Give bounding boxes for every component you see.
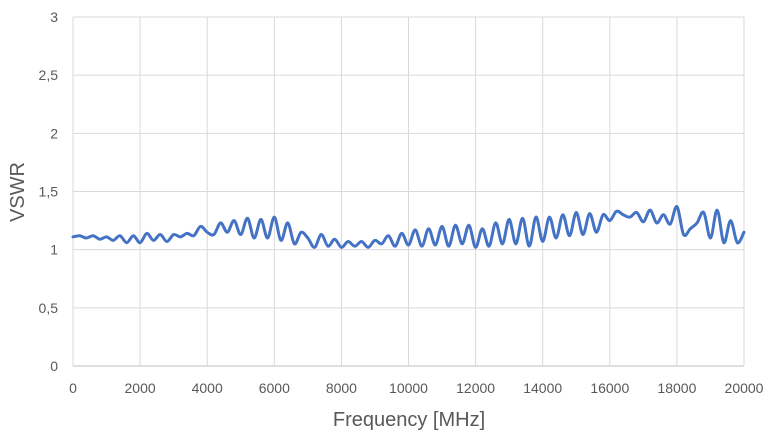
- x-tick-label: 4000: [192, 380, 223, 396]
- x-tick-label: 10000: [389, 380, 428, 396]
- x-tick-label: 0: [69, 380, 77, 396]
- x-tick-label: 12000: [456, 380, 495, 396]
- vswr-series-line: [71, 205, 746, 249]
- y-axis-title: VSWR: [7, 162, 29, 222]
- y-tick-label: 1,5: [39, 184, 59, 200]
- x-axis-title: Frequency [MHz]: [333, 409, 485, 431]
- x-tick-label: 8000: [326, 380, 357, 396]
- y-tick-label: 1: [50, 242, 58, 258]
- x-tick-label: 6000: [259, 380, 290, 396]
- series-layer: [71, 205, 746, 249]
- x-tick-label: 2000: [125, 380, 156, 396]
- y-tick-label: 0: [50, 358, 58, 374]
- y-tick-label: 3: [50, 9, 58, 25]
- y-tick-label: 0,5: [39, 300, 59, 316]
- x-tick-label: 16000: [590, 380, 629, 396]
- x-tick-label: 20000: [725, 380, 764, 396]
- y-tick-label: 2,5: [39, 67, 59, 83]
- x-tick-label: 18000: [657, 380, 696, 396]
- y-tick-label: 2: [50, 125, 58, 141]
- gridlines: [72, 16, 745, 367]
- tick-labels: 0 0,5 1 1,5 2 2,5 3 0 2000 4000 6000 8000 10000 12000…: [39, 9, 764, 396]
- x-tick-label: 14000: [523, 380, 562, 396]
